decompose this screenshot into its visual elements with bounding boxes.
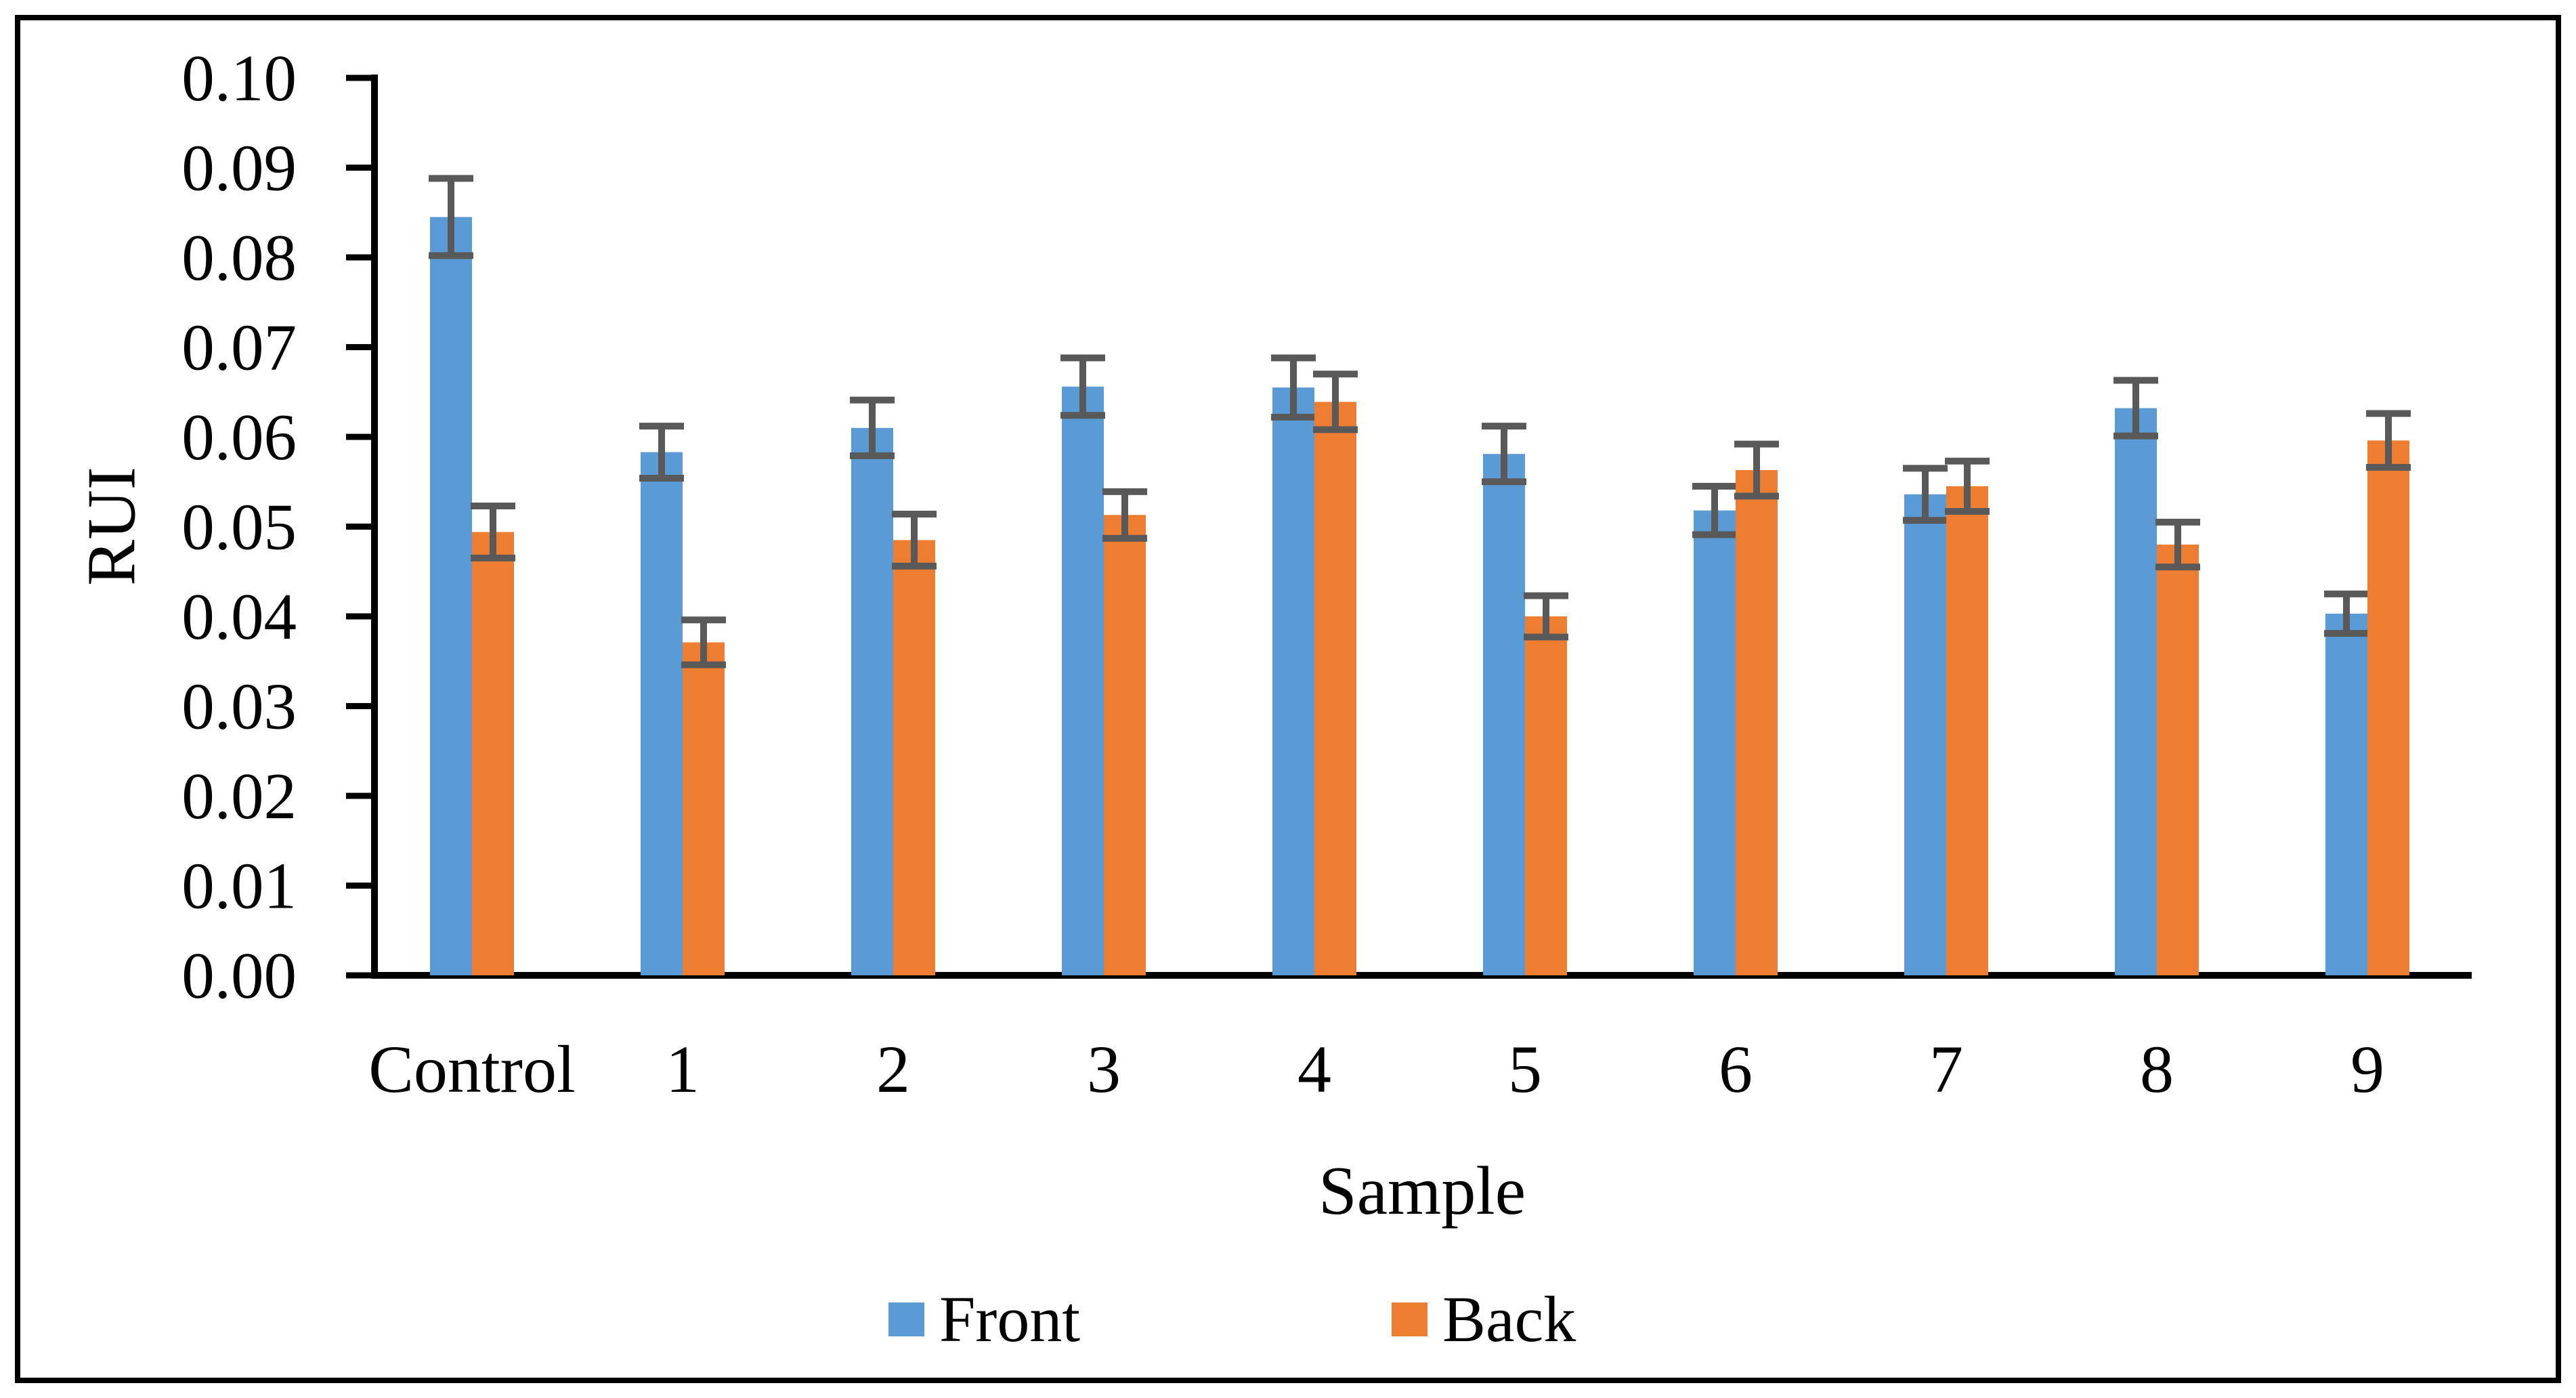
y-tick-label: 0.06: [181, 401, 297, 473]
legend-label-back: Back: [1442, 1283, 1576, 1355]
bar-back-9: [2367, 440, 2409, 975]
x-category-label: 5: [1508, 1032, 1542, 1107]
legend-item-back: Back: [1392, 1287, 1576, 1352]
x-category-label: 6: [1719, 1032, 1753, 1107]
y-axis-title: RUI: [73, 467, 150, 586]
y-tick-label: 0.00: [181, 939, 297, 1012]
bar-back-5: [1525, 616, 1567, 975]
x-category-label: 3: [1087, 1032, 1121, 1107]
bar-back-8: [2157, 545, 2199, 975]
y-tick-label: 0.03: [181, 671, 297, 743]
bar-front-2: [851, 427, 893, 975]
bar-back-4: [1314, 402, 1356, 975]
bar-back-7: [1946, 486, 1988, 975]
x-category-label: Control: [368, 1032, 576, 1107]
x-category-label: 1: [666, 1032, 700, 1107]
bar-back-1: [683, 642, 725, 975]
y-tick-label: 0.04: [181, 580, 297, 653]
x-axis-title: Sample: [1318, 1153, 1526, 1229]
y-tick-label: 0.02: [181, 760, 297, 832]
bar-front-4: [1272, 387, 1314, 975]
x-category-label: 9: [2350, 1032, 2384, 1107]
y-tick-label: 0.09: [181, 132, 297, 205]
bar-front-3: [1062, 386, 1104, 975]
x-category-label: 4: [1297, 1032, 1331, 1107]
x-category-label: 7: [1929, 1032, 1963, 1107]
bar-back-3: [1104, 515, 1146, 975]
legend-swatch-back-icon: [1392, 1302, 1427, 1336]
bar-front-control: [430, 217, 472, 975]
bar-front-1: [641, 452, 683, 975]
bar-front-9: [2325, 614, 2367, 975]
bar-front-5: [1483, 454, 1525, 975]
x-category-label: 2: [876, 1032, 910, 1107]
bar-front-8: [2115, 408, 2157, 975]
bar-back-control: [472, 532, 514, 975]
legend-label-front: Front: [939, 1283, 1081, 1355]
bar-back-2: [893, 540, 935, 975]
x-category-label: 8: [2140, 1032, 2174, 1107]
bar-front-6: [1694, 510, 1736, 975]
y-tick-label: 0.05: [181, 491, 297, 564]
bar-front-7: [1904, 494, 1946, 975]
y-tick-label: 0.10: [181, 42, 297, 114]
legend-item-front: Front: [888, 1287, 1080, 1352]
y-tick-label: 0.08: [181, 221, 297, 294]
legend-swatch-front-icon: [888, 1302, 924, 1336]
y-tick-label: 0.07: [181, 312, 297, 384]
y-tick-label: 0.01: [181, 850, 297, 923]
bar-back-6: [1736, 470, 1778, 975]
figure-border: [15, 15, 2561, 1383]
